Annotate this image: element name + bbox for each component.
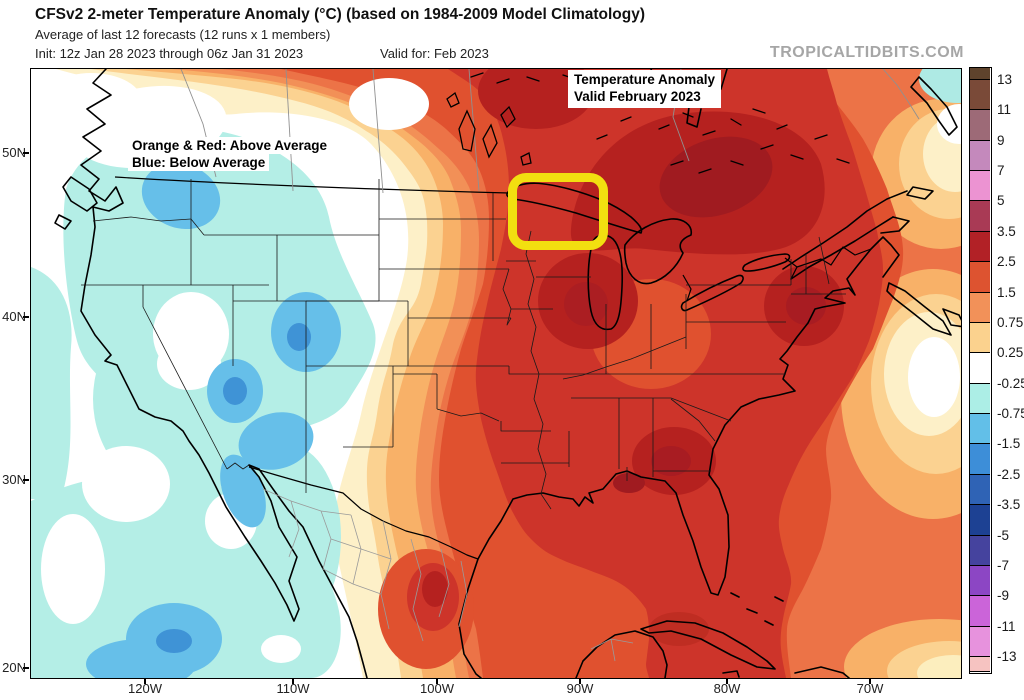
highlight-rectangle — [508, 173, 608, 250]
forecast-average-subtitle: Average of last 12 forecasts (12 runs x … — [35, 27, 331, 42]
annotation-box: Temperature Anomaly Valid February 2023 — [568, 70, 722, 108]
colorbar-band — [970, 384, 990, 414]
colorbar-band — [970, 414, 990, 444]
init-time-label: Init: 12z Jan 28 2023 through 06z Jan 31… — [35, 46, 304, 61]
colorbar-band — [970, 596, 990, 627]
colorbar-tick-label: 7 — [997, 163, 1005, 178]
lon-axis-label: 110W — [276, 681, 310, 696]
colorbar-tick-label: 0.25 — [997, 345, 1024, 360]
colorbar-band — [970, 201, 990, 232]
colorbar-band — [970, 293, 990, 323]
lat-axis-tick — [23, 667, 29, 669]
colorbar-band — [970, 627, 990, 657]
legend-note-line2: Blue: Below Average — [128, 154, 270, 171]
lon-axis-tick — [436, 678, 438, 684]
lat-axis-tick — [23, 152, 29, 154]
colorbar-tick-label: 9 — [997, 133, 1005, 148]
colorbar-band — [970, 566, 990, 596]
lon-axis-tick — [869, 678, 871, 684]
colorbar-band — [970, 110, 990, 141]
page-title: CFSv2 2-meter Temperature Anomaly (°C) (… — [35, 6, 645, 23]
colorbar-tick-label: -7 — [997, 558, 1010, 573]
lat-axis-label: 20N — [2, 660, 26, 675]
colorbar-band — [970, 657, 990, 672]
colorbar-band — [970, 475, 990, 505]
lat-axis-label: 30N — [2, 472, 26, 487]
colorbar-tick-label: 5 — [997, 193, 1005, 208]
colorbar-band — [970, 141, 990, 171]
colorbar-band — [970, 536, 990, 566]
colorbar-band — [970, 80, 990, 110]
colorbar-band — [970, 232, 990, 262]
colorbar-tick-label: -9 — [997, 588, 1010, 603]
colorbar-tick-label: -5 — [997, 528, 1010, 543]
colorbar-tick-label: -11 — [997, 619, 1016, 634]
annotation-line2: Valid February 2023 — [574, 89, 701, 104]
lat-axis-tick — [23, 316, 29, 318]
lon-axis-tick — [144, 678, 146, 684]
colorbar-tick-label: 0.75 — [997, 315, 1024, 330]
lon-axis-label: 70W — [856, 681, 884, 696]
colorbar-tick-label: 3.5 — [997, 224, 1016, 239]
colorbar-tick-label: -0.75 — [997, 406, 1024, 421]
legend-note: Orange & Red: Above Average Blue: Below … — [128, 137, 332, 171]
colorbar-band — [970, 323, 990, 353]
colorbar-tick-label: -13 — [997, 649, 1017, 664]
lat-axis-label: 40N — [2, 309, 26, 324]
colorbar-tick-label: 13 — [997, 72, 1013, 87]
legend-note-line1: Orange & Red: Above Average — [128, 137, 332, 154]
annotation-line1: Temperature Anomaly — [574, 72, 716, 87]
lon-axis-tick — [292, 678, 294, 684]
colorbar-tick-label: -0.25 — [997, 376, 1024, 391]
lat-axis-label: 50N — [2, 145, 26, 160]
colorbar-band — [970, 505, 990, 536]
colorbar-band — [970, 68, 990, 80]
colorbar-band — [970, 171, 990, 201]
lon-axis-label: 120W — [128, 681, 162, 696]
colorbar-tick-label: 2.5 — [997, 254, 1016, 269]
colorbar-tick-label: 1.5 — [997, 285, 1016, 300]
state-borders — [81, 179, 846, 510]
colorbar-tick-label: -2.5 — [997, 467, 1021, 482]
lon-axis-tick — [579, 678, 581, 684]
province-borders — [180, 69, 920, 194]
colorbar-band — [970, 353, 990, 384]
lon-axis-label: 100W — [420, 681, 454, 696]
colorbar-tick-label: -1.5 — [997, 436, 1021, 451]
colorbar-tick-label: -3.5 — [997, 497, 1021, 512]
lon-axis-label: 90W — [566, 681, 594, 696]
lon-axis-tick — [726, 678, 728, 684]
valid-time-label: Valid for: Feb 2023 — [380, 46, 489, 61]
colorbar-band — [970, 444, 990, 475]
colorbar-band — [970, 262, 990, 293]
lon-axis-label: 80W — [713, 681, 741, 696]
site-watermark: TROPICALTIDBITS.COM — [769, 44, 964, 61]
lat-axis-tick — [23, 479, 29, 481]
mexico-state-borders — [262, 488, 634, 662]
colorbar-tick-label: 11 — [997, 102, 1012, 117]
lakes-and-islands — [446, 72, 850, 174]
